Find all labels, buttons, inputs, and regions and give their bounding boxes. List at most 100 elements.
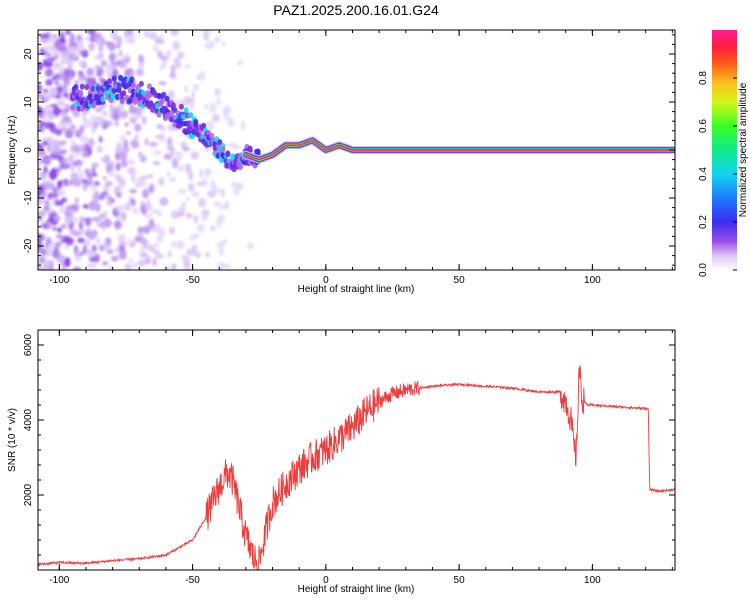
noise-blob	[68, 35, 76, 44]
noise-blob	[79, 135, 89, 144]
noise-blob	[141, 116, 147, 125]
ridge-blob	[116, 87, 122, 94]
noise-blob	[187, 182, 195, 192]
noise-blob	[65, 205, 74, 212]
noise-blob	[38, 149, 47, 157]
noise-blob	[39, 255, 45, 264]
noise-blob	[63, 179, 71, 187]
noise-blob	[70, 144, 75, 153]
ridge-blob	[178, 103, 184, 110]
noise-blob	[197, 223, 205, 233]
noise-blob	[185, 212, 193, 219]
noise-blob	[211, 114, 220, 123]
colorbar-ticks: 0.0 0.2 0.4 0.6 0.8	[698, 71, 737, 277]
noise-blob	[54, 198, 59, 207]
noise-blob	[39, 170, 47, 181]
noise-blob	[177, 188, 187, 195]
noise-blob	[131, 207, 139, 215]
noise-blob	[129, 70, 134, 78]
x-tick-label: 50	[454, 275, 466, 286]
noise-blob	[144, 204, 149, 210]
noise-blob	[122, 53, 131, 60]
noise-blob	[86, 150, 91, 157]
x-tick-label: -50	[185, 275, 200, 286]
noise-blob	[223, 200, 230, 210]
figure-title: PAZ1.2025.200.16.01.G24	[273, 2, 439, 18]
noise-blob	[117, 177, 124, 183]
noise-blob	[91, 124, 96, 134]
noise-blob	[63, 68, 72, 74]
noise-blob	[43, 91, 49, 101]
noise-blob	[69, 162, 75, 172]
noise-blob	[193, 214, 199, 224]
noise-blob	[93, 253, 101, 263]
noise-blob	[56, 180, 63, 190]
noise-blob	[79, 216, 85, 222]
noise-blob	[209, 225, 216, 233]
noise-blob	[69, 71, 74, 81]
noise-blob	[118, 241, 128, 247]
noise-blob	[86, 248, 95, 259]
noise-blob	[171, 263, 177, 270]
noise-blob	[118, 249, 127, 260]
noise-blob	[204, 167, 211, 178]
noise-blob	[44, 68, 54, 77]
noise-blob	[222, 109, 228, 120]
noise-blob	[152, 161, 161, 166]
noise-blob	[87, 232, 96, 241]
y-tick-label: -10	[23, 190, 34, 205]
ridge-blob	[161, 91, 167, 98]
ridge-blob	[138, 80, 144, 87]
noise-blob	[42, 58, 48, 68]
noise-blob	[247, 241, 254, 250]
noise-blob	[46, 57, 55, 64]
noise-blob	[170, 210, 179, 219]
noise-blob	[62, 82, 68, 93]
noise-blob	[63, 104, 69, 111]
noise-blob	[82, 112, 87, 122]
noise-blob	[144, 30, 149, 38]
ridge-blob	[193, 121, 199, 128]
noise-blob	[117, 102, 124, 111]
noise-blob	[53, 63, 62, 68]
noise-blob	[187, 171, 194, 181]
noise-blob	[86, 67, 95, 77]
noise-blob	[173, 57, 181, 64]
x-tick-label: 50	[454, 575, 466, 586]
noise-blob	[136, 68, 144, 77]
noise-blob	[132, 114, 141, 120]
ridge-blob	[170, 102, 176, 109]
noise-blob	[118, 152, 128, 161]
noise-blob	[83, 118, 92, 129]
noise-blob	[86, 263, 95, 269]
noise-blob	[68, 124, 76, 133]
colorbar: 0.0 0.2 0.4 0.6 0.8 Normalized spectral ampl…	[698, 30, 749, 277]
ridge-blob	[106, 78, 112, 85]
noise-blob	[38, 160, 42, 170]
noise-blob	[159, 39, 165, 44]
noise-blob	[111, 255, 119, 262]
noise-blob	[75, 40, 85, 50]
noise-blob	[51, 144, 60, 155]
noise-blob	[100, 191, 109, 196]
noise-blob	[59, 37, 66, 44]
ridge-blob	[217, 139, 223, 146]
ridge-blob	[87, 93, 93, 100]
noise-blob	[46, 243, 55, 252]
ridge-blob	[169, 110, 175, 117]
noise-blob	[118, 50, 123, 57]
noise-blob	[145, 259, 151, 265]
noise-blob	[73, 179, 81, 187]
noise-blob	[138, 61, 145, 69]
noise-blob	[216, 97, 221, 107]
noise-blob	[141, 189, 148, 199]
noise-blob	[144, 138, 149, 146]
ridge-blob	[220, 146, 226, 153]
noise-blob	[99, 157, 107, 163]
noise-blob	[202, 30, 210, 37]
noise-blob	[128, 106, 138, 115]
spectrogram-x-label: Height of straight line (km)	[298, 284, 415, 295]
noise-blob	[159, 197, 169, 206]
noise-blob	[194, 251, 202, 258]
